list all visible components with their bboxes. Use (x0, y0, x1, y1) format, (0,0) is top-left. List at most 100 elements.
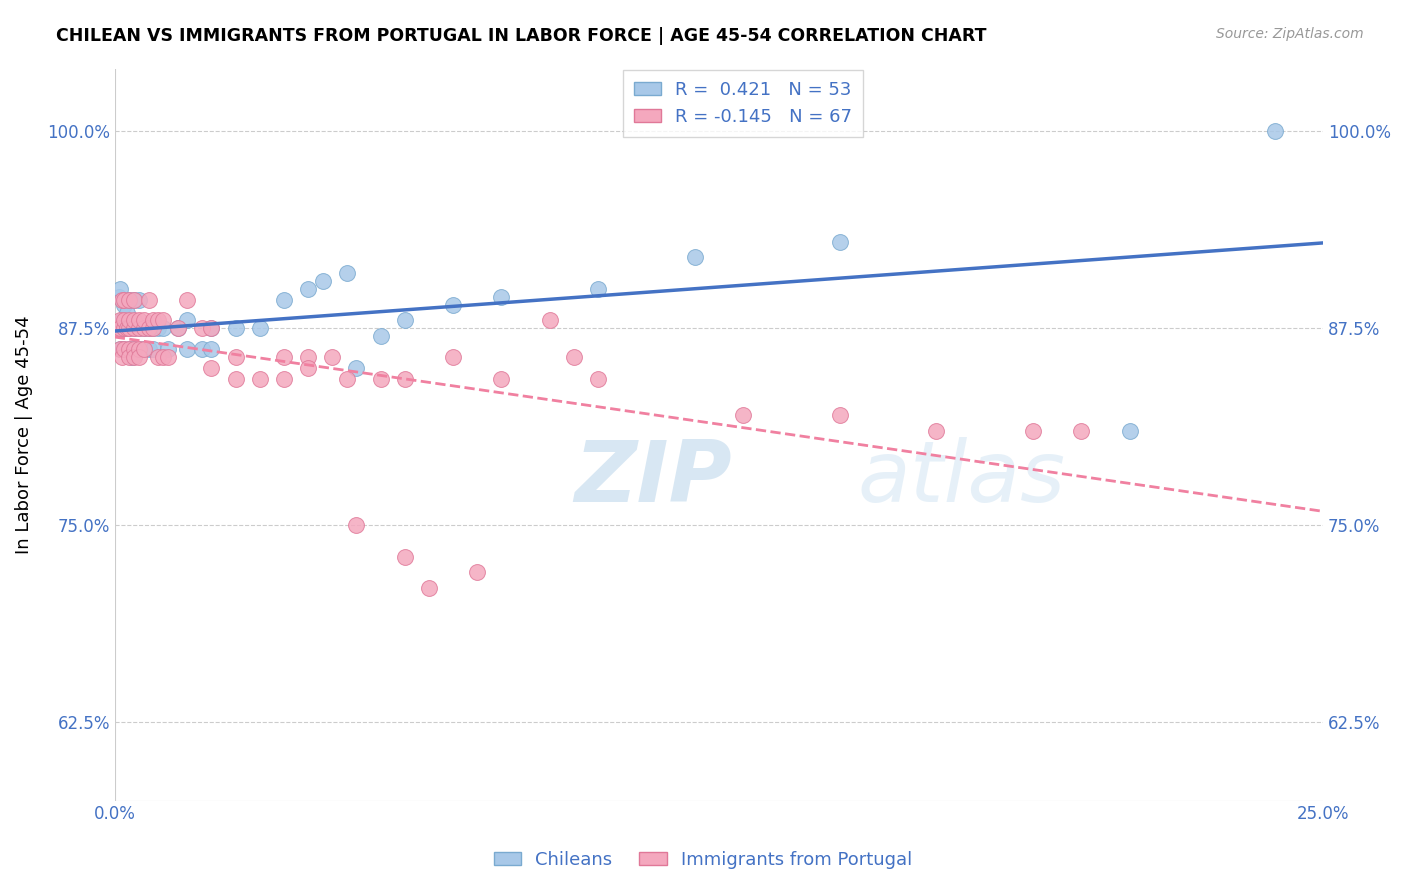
Point (128, 313, 150, 327)
Point (176, 313, 198, 327)
Point (128, 321, 150, 335)
Point (118, 342, 141, 356)
Point (225, 350, 247, 364)
Point (107, 290, 129, 304)
Point (225, 372, 247, 386)
Point (491, 372, 513, 386)
Point (683, 251, 706, 265)
Point (108, 321, 131, 335)
Point (132, 321, 155, 335)
Point (190, 342, 212, 356)
Point (370, 329, 392, 343)
Point (138, 342, 160, 356)
Point (418, 581, 440, 595)
Text: atlas: atlas (858, 437, 1066, 520)
Point (132, 342, 155, 356)
Point (200, 321, 222, 335)
Point (118, 350, 141, 364)
Point (200, 360, 222, 375)
Point (394, 313, 416, 327)
Point (121, 350, 143, 364)
Point (118, 293, 141, 307)
Point (538, 313, 561, 327)
Point (118, 342, 141, 356)
Point (297, 350, 319, 364)
Point (273, 293, 295, 307)
Point (128, 293, 150, 307)
Point (828, 408, 851, 422)
Point (200, 321, 222, 335)
Point (586, 282, 609, 296)
Point (152, 321, 174, 335)
Point (1022, 424, 1045, 438)
Point (249, 321, 271, 335)
Point (925, 424, 948, 438)
Point (142, 313, 165, 327)
Point (122, 293, 145, 307)
Text: CHILEAN VS IMMIGRANTS FROM PORTUGAL IN LABOR FORCE | AGE 45-54 CORRELATION CHART: CHILEAN VS IMMIGRANTS FROM PORTUGAL IN L… (56, 27, 987, 45)
Point (441, 298, 464, 312)
Point (132, 342, 155, 356)
Point (128, 350, 150, 364)
Point (1119, 424, 1142, 438)
Point (190, 321, 212, 335)
Point (112, 293, 135, 307)
Point (122, 321, 145, 335)
Point (138, 293, 160, 307)
Point (273, 372, 295, 386)
Point (1264, 124, 1286, 138)
Point (118, 321, 141, 335)
Point (586, 372, 609, 386)
Point (132, 313, 155, 327)
Point (122, 342, 145, 356)
Point (138, 321, 160, 335)
Point (118, 321, 141, 335)
Text: ZIP: ZIP (574, 437, 731, 520)
Point (166, 321, 188, 335)
Legend: R =  0.421   N = 53, R = -0.145   N = 67: R = 0.421 N = 53, R = -0.145 N = 67 (623, 70, 863, 136)
Point (142, 321, 165, 335)
Point (142, 342, 165, 356)
Point (465, 566, 488, 580)
Point (297, 360, 319, 375)
Point (108, 342, 131, 356)
Point (176, 342, 198, 356)
Point (111, 313, 134, 327)
Point (311, 274, 333, 288)
Point (200, 342, 222, 356)
Point (114, 321, 136, 335)
Point (108, 313, 131, 327)
Point (132, 321, 155, 335)
Point (148, 313, 170, 327)
Point (297, 282, 319, 296)
Point (115, 305, 138, 319)
Point (111, 321, 134, 335)
Point (122, 321, 145, 335)
Point (156, 342, 179, 356)
Point (148, 350, 170, 364)
Point (108, 282, 131, 296)
Point (152, 313, 174, 327)
Point (346, 360, 368, 375)
Point (828, 235, 851, 249)
Point (176, 293, 198, 307)
Point (148, 321, 170, 335)
Point (491, 290, 513, 304)
Point (128, 321, 150, 335)
Point (166, 321, 188, 335)
Y-axis label: In Labor Force | Age 45-54: In Labor Force | Age 45-54 (15, 315, 32, 554)
Legend: Chileans, Immigrants from Portugal: Chileans, Immigrants from Portugal (486, 844, 920, 876)
Point (128, 342, 150, 356)
Point (112, 342, 135, 356)
Point (122, 293, 145, 307)
Point (394, 372, 416, 386)
Point (111, 293, 134, 307)
Point (105, 321, 128, 335)
Point (336, 266, 359, 280)
Point (122, 350, 145, 364)
Point (118, 313, 141, 327)
Point (346, 518, 368, 533)
Point (112, 321, 135, 335)
Point (1070, 424, 1092, 438)
Point (112, 313, 135, 327)
